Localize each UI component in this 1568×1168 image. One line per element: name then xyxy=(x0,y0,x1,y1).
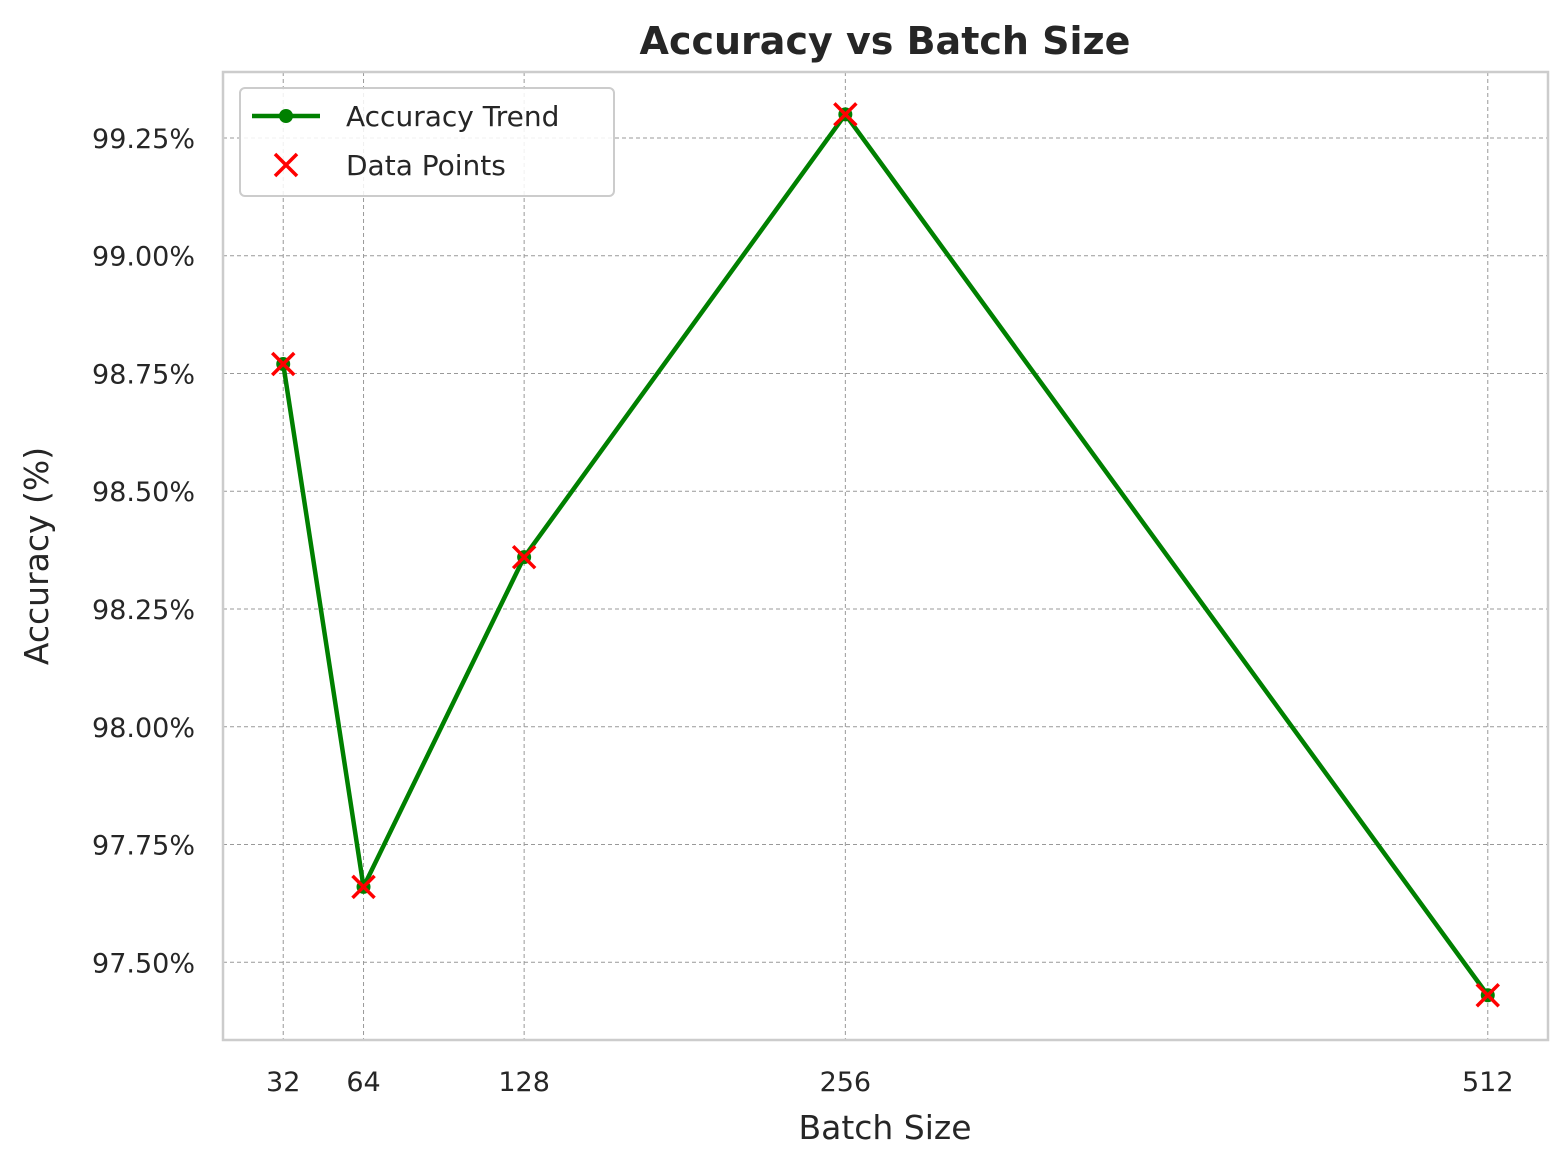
legend-marker-swatch xyxy=(279,109,293,123)
y-tick-label: 98.25% xyxy=(92,595,195,626)
legend: Accuracy Trend Data Points xyxy=(239,87,615,197)
legend-label-accuracy-trend: Accuracy Trend xyxy=(346,100,559,133)
x-tick-label: 64 xyxy=(346,1067,380,1098)
x-tick-label: 512 xyxy=(1462,1067,1514,1098)
y-axis-ticks: 97.50% 97.75% 98.00% 98.25% 98.50% 98.75% 99.0… xyxy=(92,124,195,979)
y-tick-label: 98.75% xyxy=(92,359,195,390)
y-axis-label: Accuracy (%) xyxy=(17,447,56,665)
data-point-marker xyxy=(351,874,376,900)
y-tick-label: 98.50% xyxy=(92,477,195,508)
data-point-marker-stroke xyxy=(270,351,296,377)
x-tick-label: 32 xyxy=(266,1067,300,1098)
legend-x-swatch xyxy=(273,152,299,178)
y-tick-label: 98.00% xyxy=(92,713,195,744)
x-axis-ticks: 32 64 128 256 512 xyxy=(266,1067,1513,1098)
x-tick-label: 128 xyxy=(498,1067,550,1098)
plot-area-frame xyxy=(221,70,1550,1042)
legend-box xyxy=(239,87,615,197)
grid xyxy=(223,72,1548,1040)
data-point-marker-stroke xyxy=(1475,983,1501,1008)
y-tick-label: 99.00% xyxy=(92,242,195,273)
chart-title: Accuracy vs Batch Size xyxy=(640,19,1131,63)
series-layer xyxy=(270,102,1501,1008)
x-tick-label: 256 xyxy=(820,1067,872,1098)
data-point-marker-stroke xyxy=(511,544,537,570)
y-tick-label: 97.50% xyxy=(92,948,195,979)
data-point-marker-stroke xyxy=(351,874,376,900)
x-axis-label: Batch Size xyxy=(798,1108,971,1147)
legend-label-data-points: Data Points xyxy=(346,149,506,182)
data-point-marker xyxy=(511,544,537,570)
data-point-marker xyxy=(833,102,858,127)
data-point-marker-stroke xyxy=(833,102,858,127)
y-tick-label: 97.75% xyxy=(92,831,195,862)
y-tick-label: 99.25% xyxy=(92,124,195,155)
accuracy-trend-line xyxy=(281,112,1490,997)
data-point-marker xyxy=(270,351,296,377)
data-point-marker xyxy=(1475,983,1501,1008)
